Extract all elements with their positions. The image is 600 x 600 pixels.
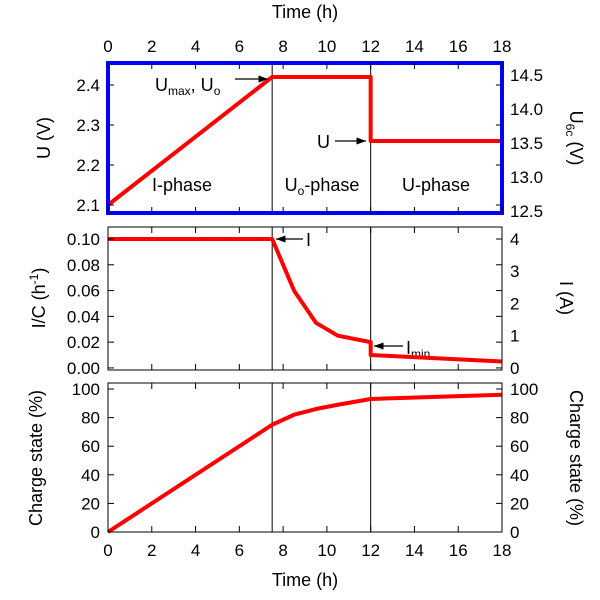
current-ytick-right-label: 2 [510, 294, 519, 313]
xtick-label-bottom: 6 [235, 541, 244, 560]
annotation-i: I [306, 230, 311, 250]
annotation-umax-uo: Umax, Uo [155, 75, 221, 98]
current-ytick-right-label: 1 [510, 327, 519, 346]
current-ytick-label: 0.04 [67, 307, 100, 326]
voltage-ytick-right-label: 14.5 [510, 66, 543, 85]
charge-ylabel: Charge state (%) [26, 390, 46, 526]
current-ytick-label: 0.06 [67, 282, 100, 301]
x-axis-label-top: Time (h) [272, 2, 338, 22]
phase-label-u: U-phase [402, 175, 470, 195]
charge-ytick-right-label: 0 [510, 523, 519, 542]
voltage-ytick-label: 2.4 [76, 76, 100, 95]
charge-ytick-label: 0 [91, 523, 100, 542]
voltage-series-line [106, 75, 502, 207]
current-ylabel: I/C (h-1) [27, 268, 49, 329]
phase-label-i: I-phase [152, 175, 212, 195]
voltage-ytick-label: 2.3 [76, 116, 100, 135]
current-series-line [108, 236, 503, 364]
xtick-label-top: 18 [493, 37, 512, 56]
xtick-label-top: 8 [278, 37, 287, 56]
xtick-label-bottom: 14 [405, 541, 424, 560]
charge-ytick-label: 40 [81, 466, 100, 485]
current-ytick-right-label: 0 [510, 359, 519, 378]
charge-ytick-right-label: 80 [510, 409, 529, 428]
xtick-label-bottom: 2 [147, 541, 156, 560]
current-ylabel-right: I (A) [556, 281, 576, 315]
annotation-u: U [317, 132, 330, 152]
xtick-label-bottom: 0 [103, 541, 112, 560]
current-plot-frame [107, 226, 503, 371]
current-ytick-label: 0.02 [67, 333, 100, 352]
charge-ytick-label: 60 [81, 437, 100, 456]
charge-ytick-label: 80 [81, 409, 100, 428]
charge-ytick-right-label: 20 [510, 494, 529, 513]
charge-series-line [106, 392, 503, 534]
charge-ytick-right-label: 60 [510, 437, 529, 456]
voltage-plot-frame [106, 61, 504, 215]
voltage-ylabel: U (V) [34, 117, 54, 159]
xtick-label-top: 6 [235, 37, 244, 56]
charge-ytick-right-label: 100 [510, 380, 538, 399]
current-ytick-right-label: 3 [510, 262, 519, 281]
voltage-ytick-right-label: 14.0 [510, 100, 543, 119]
xtick-label-bottom: 16 [449, 541, 468, 560]
current-ytick-label: 0.00 [67, 359, 100, 378]
charge-ylabel-right: Charge state (%) [566, 390, 586, 526]
xtick-label-top: 4 [191, 37, 200, 56]
xtick-label-top: 10 [317, 37, 336, 56]
xtick-label-bottom: 10 [317, 541, 336, 560]
xtick-label-top: 12 [361, 37, 380, 56]
charge-ytick-right-label: 40 [510, 466, 529, 485]
voltage-ytick-right-label: 13.0 [510, 168, 543, 187]
charge-ytick-label: 100 [72, 380, 100, 399]
voltage-ytick-right-label: 13.5 [510, 134, 543, 153]
voltage-ytick-label: 2.2 [76, 156, 100, 175]
xtick-label-bottom: 12 [361, 541, 380, 560]
voltage-ytick-right-label: 12.5 [510, 202, 543, 221]
x-axis-label-bottom: Time (h) [272, 570, 338, 590]
xtick-label-bottom: 4 [191, 541, 200, 560]
xtick-label-bottom: 8 [278, 541, 287, 560]
xtick-label-top: 14 [405, 37, 424, 56]
current-ytick-label: 0.10 [67, 230, 100, 249]
xtick-label-top: 0 [103, 37, 112, 56]
current-ytick-right-label: 4 [510, 230, 519, 249]
charge-ytick-label: 20 [81, 494, 100, 513]
phase-label-uo: Uo-phase [285, 175, 360, 198]
xtick-label-bottom: 18 [493, 541, 512, 560]
voltage-ytick-label: 2.1 [76, 196, 100, 215]
xtick-label-top: 2 [147, 37, 156, 56]
xtick-label-top: 16 [449, 37, 468, 56]
voltage-ylabel-right: U6c (V) [563, 111, 586, 166]
charge-plot-frame [107, 382, 503, 533]
current-ytick-label: 0.08 [67, 256, 100, 275]
